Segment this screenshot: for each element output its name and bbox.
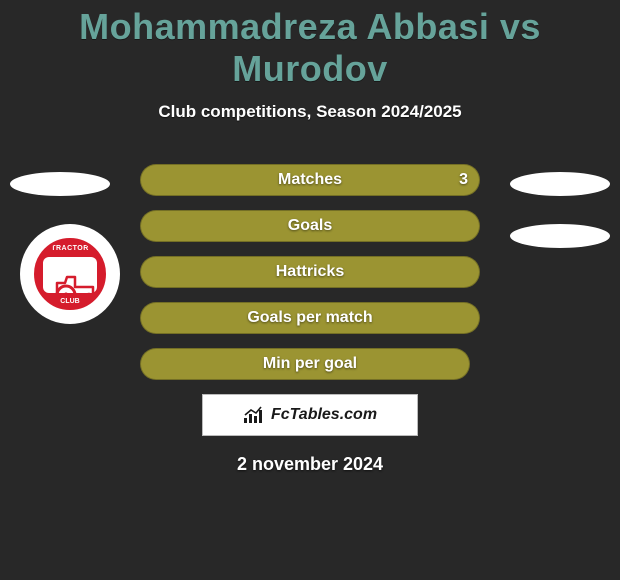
comparison-area: TRACTOR CLUB Matches3 Goals Hattricks Goals… <box>0 164 620 475</box>
stat-bar-row: Matches3 <box>140 164 480 196</box>
stat-bar-row: Goals per match <box>140 302 480 334</box>
stat-bar-label: Goals <box>140 210 480 242</box>
stat-bar-row: Hattricks <box>140 256 480 288</box>
stat-bar-label: Goals per match <box>140 302 480 334</box>
brand-chart-icon <box>243 406 265 424</box>
club-badge-top-text: TRACTOR <box>37 245 103 252</box>
right-player-ellipse <box>510 172 610 196</box>
club-badge-inner: TRACTOR CLUB <box>34 238 106 310</box>
club-badge: TRACTOR CLUB <box>20 224 120 324</box>
page-title: Mohammadreza Abbasi vs Murodov <box>0 0 620 90</box>
brand-box: FcTables.com <box>202 394 418 436</box>
stat-bar-value: 3 <box>459 164 468 196</box>
brand-text: FcTables.com <box>271 406 377 424</box>
stat-bar-label: Min per goal <box>140 348 480 380</box>
club-badge-bottom-text: CLUB <box>37 298 103 305</box>
date-line: 2 november 2024 <box>0 454 620 475</box>
stat-bar-label: Matches <box>140 164 480 196</box>
left-player-ellipse <box>10 172 110 196</box>
right-player-ellipse-2 <box>510 224 610 248</box>
stat-bar-row: Min per goal <box>140 348 480 380</box>
club-badge-white-panel <box>43 257 97 293</box>
stat-bar-label: Hattricks <box>140 256 480 288</box>
subtitle: Club competitions, Season 2024/2025 <box>0 102 620 122</box>
stat-bar-row: Goals <box>140 210 480 242</box>
stat-bars: Matches3 Goals Hattricks Goals per match Min… <box>140 164 480 380</box>
